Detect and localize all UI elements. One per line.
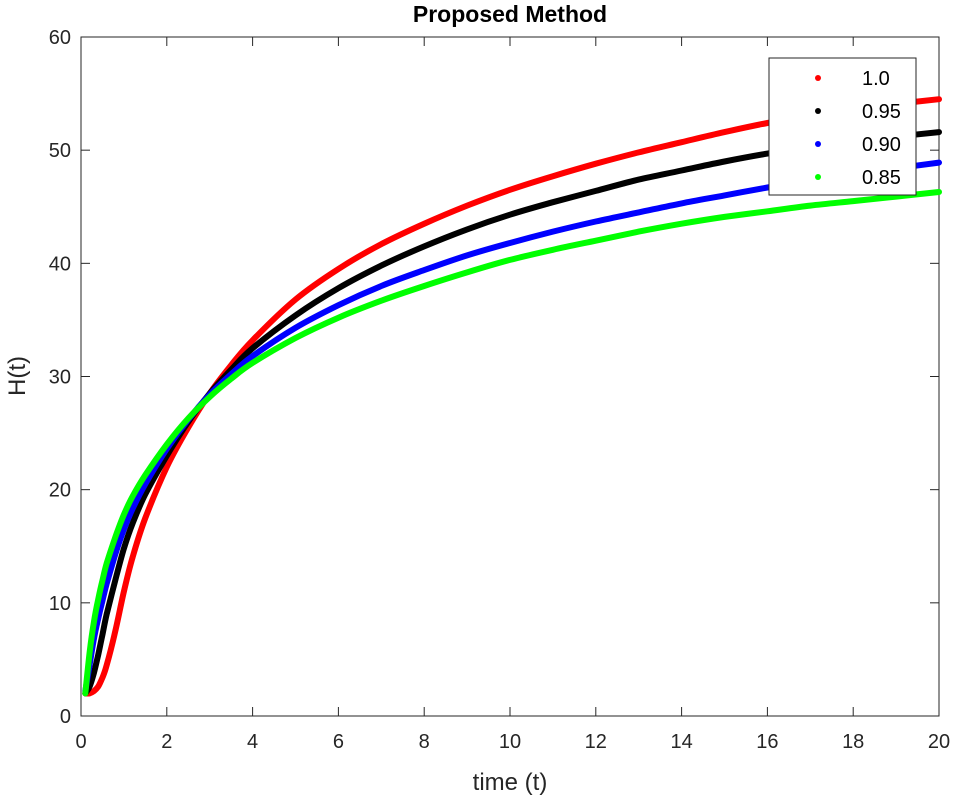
y-tick-label: 0 bbox=[60, 706, 71, 728]
x-axis-label: time (t) bbox=[473, 769, 548, 796]
x-tick-label: 8 bbox=[419, 731, 430, 753]
series-layer bbox=[82, 96, 942, 697]
x-tick-label: 20 bbox=[928, 731, 950, 753]
y-tick-label: 40 bbox=[49, 253, 71, 275]
series-line-3 bbox=[82, 189, 942, 697]
x-tick-label: 0 bbox=[75, 731, 86, 753]
legend-label: 0.85 bbox=[862, 167, 901, 189]
legend-box bbox=[768, 57, 917, 196]
x-tick-label: 2 bbox=[161, 731, 172, 753]
x-tick-label: 6 bbox=[333, 731, 344, 753]
x-tick-label: 14 bbox=[670, 731, 692, 753]
y-tick-label: 20 bbox=[49, 480, 71, 502]
series-line-0 bbox=[82, 96, 942, 697]
x-tick-label: 4 bbox=[247, 731, 258, 753]
legend-marker bbox=[815, 108, 821, 114]
legend-marker bbox=[815, 141, 821, 147]
legend-label: 1.0 bbox=[862, 68, 890, 90]
legend-label: 0.90 bbox=[862, 134, 901, 156]
x-tick-label: 16 bbox=[756, 731, 778, 753]
y-tick-label: 50 bbox=[49, 140, 71, 162]
y-axis: 0 10 20 30 40 50 60 bbox=[49, 27, 939, 728]
y-axis-label: H(t) bbox=[4, 356, 31, 396]
y-tick-label: 30 bbox=[49, 367, 71, 389]
x-axis: 0 2 4 6 8 10 12 14 16 18 20 bbox=[75, 37, 950, 753]
series-line-1 bbox=[82, 129, 942, 697]
legend-marker bbox=[815, 174, 821, 180]
legend-marker bbox=[815, 75, 821, 81]
series-line-2 bbox=[82, 159, 942, 695]
legend-label: 0.95 bbox=[862, 101, 901, 123]
legend: 1.0 0.95 0.90 0.85 bbox=[768, 57, 917, 196]
y-tick-label: 60 bbox=[49, 27, 71, 49]
x-tick-label: 10 bbox=[499, 731, 521, 753]
x-tick-label: 18 bbox=[842, 731, 864, 753]
chart-title: Proposed Method bbox=[413, 1, 607, 27]
y-tick-label: 10 bbox=[49, 593, 71, 615]
x-tick-label: 12 bbox=[585, 731, 607, 753]
